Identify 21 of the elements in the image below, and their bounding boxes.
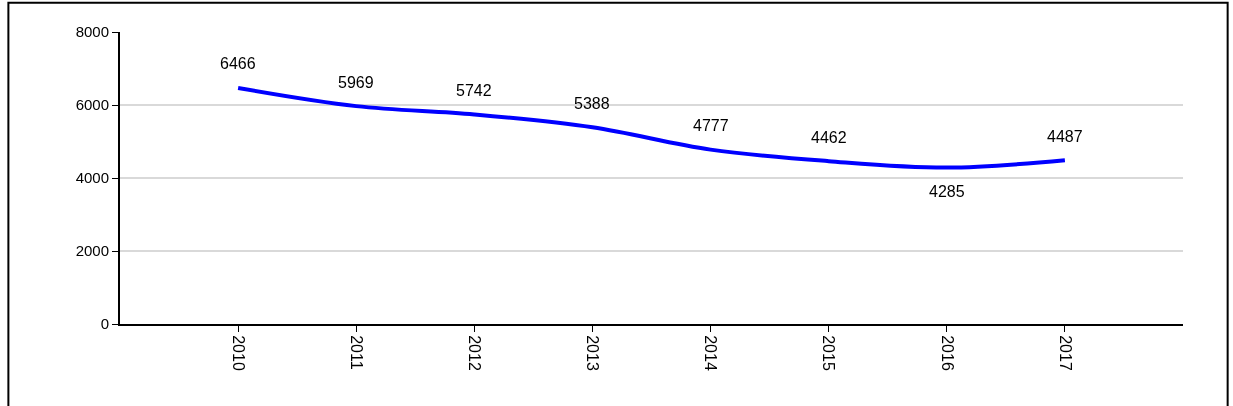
x-tick-label: 2015 (820, 335, 838, 371)
data-label: 5388 (574, 95, 610, 112)
data-label: 5742 (456, 82, 492, 99)
y-tick-label: 2000 (75, 242, 109, 260)
data-label: 4285 (929, 183, 965, 200)
x-tick-label: 2010 (229, 335, 247, 371)
x-tick-label: 2014 (702, 335, 720, 371)
data-label: 4462 (811, 129, 847, 146)
x-tick-label: 2013 (584, 335, 602, 371)
x-tick-label: 2011 (348, 335, 366, 370)
y-tick-label: 0 (100, 315, 109, 333)
x-tick-label: 2012 (466, 335, 484, 371)
data-label: 5969 (338, 74, 374, 91)
x-tick-label: 2016 (938, 335, 956, 371)
x-tick-label: 2017 (1056, 335, 1074, 371)
data-label: 4777 (693, 117, 729, 134)
y-tick-label: 6000 (75, 96, 109, 114)
y-tick-label: 8000 (75, 23, 109, 41)
data-label: 4487 (1047, 128, 1083, 145)
y-tick-label: 4000 (75, 169, 109, 187)
data-label: 6466 (220, 55, 256, 72)
